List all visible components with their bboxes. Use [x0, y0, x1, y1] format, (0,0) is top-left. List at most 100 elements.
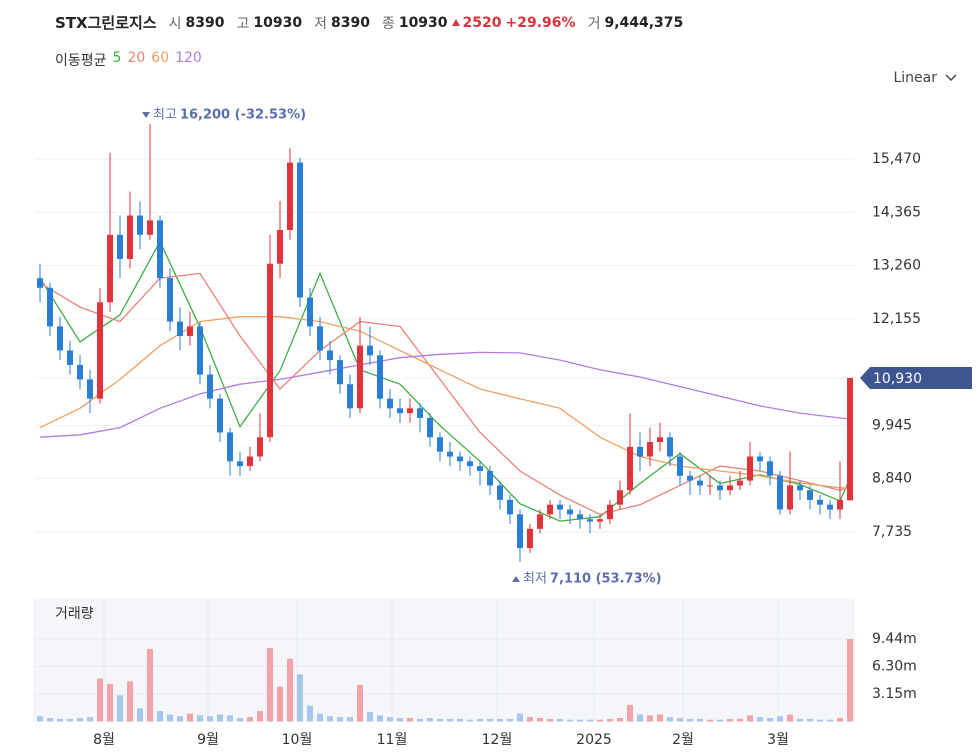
x-tick-label: 3월 — [767, 732, 789, 748]
volume-bar — [837, 718, 843, 722]
candle-body — [547, 504, 553, 515]
header: STX그린로지스 시 8390 고 10930 저 8390 종 10930 2… — [55, 12, 687, 33]
candle-body — [37, 278, 43, 288]
y-tick-label: 13,260 — [872, 258, 921, 274]
candle-body — [117, 234, 123, 259]
low-value: 8390 — [330, 14, 370, 31]
volume-bar — [117, 695, 123, 722]
volume-bar — [227, 715, 233, 722]
candle-body — [727, 485, 733, 491]
volume-bar — [337, 717, 343, 722]
volume-bar — [207, 716, 213, 722]
candle-body — [467, 461, 473, 467]
volume-bar — [547, 718, 553, 722]
volume-bar — [187, 713, 193, 722]
last-price-tag — [860, 366, 972, 389]
low-label: 저 — [314, 15, 327, 32]
volume-bar — [347, 717, 353, 722]
volume-bar — [507, 718, 513, 722]
volume-bar — [87, 717, 93, 722]
volume-bar — [377, 715, 383, 722]
candle-body — [327, 350, 333, 361]
x-tick-label: 11월 — [377, 732, 408, 748]
candle-body — [377, 355, 383, 399]
scale-selector[interactable]: Linear — [893, 70, 957, 86]
candle-body — [197, 326, 203, 375]
candle-body — [427, 417, 433, 438]
candle-body — [417, 408, 423, 418]
ma-line — [39, 272, 851, 515]
candle-body — [747, 456, 753, 481]
candle-body — [157, 220, 163, 279]
candle-body — [217, 398, 223, 433]
candle-body — [607, 504, 613, 520]
candle-body — [457, 456, 463, 462]
candle-body — [97, 302, 103, 399]
volume-bar — [677, 718, 683, 722]
volume-panel — [33, 598, 855, 722]
close-label: 종 — [381, 15, 395, 32]
volume-bar — [277, 686, 283, 722]
candle-body — [707, 485, 713, 487]
candle-body — [807, 490, 813, 500]
volume-bar — [617, 718, 623, 722]
candle-body — [637, 446, 643, 457]
ma-legend-title: 이동평균 — [55, 53, 107, 69]
candle-body — [817, 499, 823, 505]
candle-body — [697, 480, 703, 486]
high-value: 10930 — [253, 14, 303, 31]
volume-bar — [257, 711, 263, 722]
volume-bar — [577, 719, 583, 722]
volume-bar — [647, 715, 653, 722]
candle-body — [257, 437, 263, 457]
candle-body — [177, 321, 183, 337]
candle-body — [357, 345, 363, 409]
volume-bar — [197, 715, 203, 722]
candle-body — [677, 456, 683, 476]
volume-bar — [77, 718, 83, 722]
candle-body — [227, 432, 233, 462]
volume-bar — [567, 719, 573, 722]
x-tick-label: 2월 — [672, 732, 694, 748]
volume-bar — [847, 638, 853, 722]
candle-body — [297, 162, 303, 298]
candle-body — [517, 514, 523, 549]
ma-legend: 이동평균 5 20 60 120 — [55, 50, 202, 70]
volume-bar — [697, 718, 703, 722]
volume-bar — [477, 718, 483, 722]
volume-bar — [37, 716, 43, 722]
chevron[interactable] — [945, 74, 957, 82]
volume-tick-label: 6.30m — [872, 658, 917, 674]
volume-bar — [707, 719, 713, 722]
volume-bar — [437, 718, 443, 722]
candle-body — [797, 485, 803, 491]
y-tick-label: 7,735 — [872, 524, 912, 540]
candle-body — [347, 384, 353, 409]
volume-bar — [127, 681, 133, 722]
volume-tick-label: 9.44m — [872, 631, 917, 647]
volume-bar — [757, 717, 763, 722]
volume-bar — [427, 718, 433, 722]
annotation-label: 최저 — [523, 572, 547, 587]
volume-bar — [107, 683, 113, 722]
candle-body — [447, 451, 453, 457]
candle-body — [657, 437, 663, 443]
candle-body — [757, 456, 763, 462]
x-tick-label: 2025 — [576, 732, 612, 748]
volume-bar — [797, 718, 803, 722]
candle-body — [787, 485, 793, 510]
candle-body — [507, 499, 513, 515]
stock-name: STX그린로지스 — [55, 14, 157, 32]
scale-label[interactable]: Linear — [893, 70, 937, 86]
volume-bar — [497, 718, 503, 722]
volume-bar — [447, 718, 453, 722]
annotation-label: 최고 — [153, 107, 177, 122]
volume-value: 9,444,375 — [604, 14, 684, 31]
volume-bar — [157, 711, 163, 722]
volume-bar — [777, 716, 783, 722]
volume-bar — [357, 684, 363, 722]
volume-bar — [767, 718, 773, 722]
volume-bar — [537, 718, 543, 722]
candle-body — [437, 437, 443, 452]
